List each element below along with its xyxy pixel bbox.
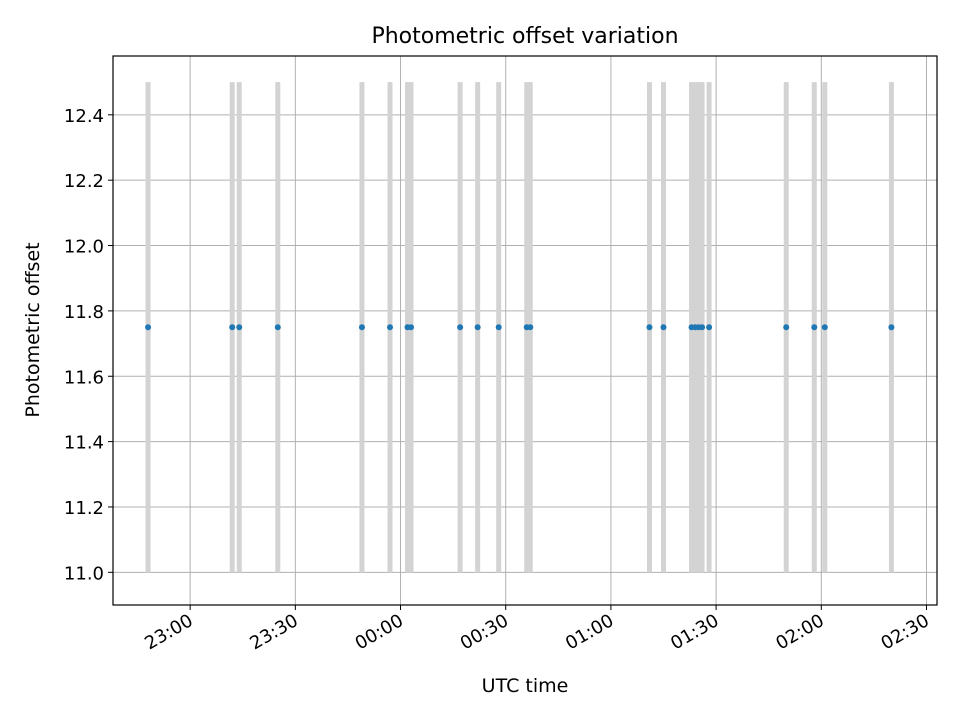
data-point bbox=[408, 324, 415, 331]
data-point bbox=[274, 324, 281, 331]
data-point bbox=[229, 324, 236, 331]
y-tick-label: 12.4 bbox=[64, 106, 104, 127]
y-tick-label: 12.2 bbox=[64, 171, 104, 192]
data-point bbox=[145, 324, 152, 331]
data-point bbox=[699, 324, 706, 331]
x-tick-label: 00:00 bbox=[352, 610, 407, 654]
data-point bbox=[358, 324, 365, 331]
error-bars bbox=[145, 82, 894, 573]
plot-frame bbox=[112, 55, 938, 606]
data-point bbox=[821, 324, 828, 331]
data-point bbox=[783, 324, 790, 331]
data-point bbox=[457, 324, 464, 331]
y-tick-label: 11.4 bbox=[64, 433, 104, 454]
y-tick-label: 11.2 bbox=[64, 498, 104, 519]
y-tick-label: 11.0 bbox=[64, 563, 104, 584]
y-tick-label: 11.6 bbox=[64, 367, 104, 388]
x-tick-label: 02:30 bbox=[878, 610, 933, 654]
x-tick-label: 01:30 bbox=[667, 610, 722, 654]
x-tick-label: 01:00 bbox=[562, 610, 617, 654]
x-axis-label: UTC time bbox=[482, 675, 569, 697]
data-points bbox=[145, 324, 895, 331]
y-axis-label: Photometric offset bbox=[22, 242, 44, 417]
x-tick-label: 00:30 bbox=[457, 610, 512, 654]
data-point bbox=[811, 324, 818, 331]
data-point bbox=[888, 324, 895, 331]
data-point bbox=[387, 324, 394, 331]
data-point bbox=[236, 324, 243, 331]
x-axis-ticks: 23:00 23:30 00:00 00:30 01:00 01:30 02:00 02:30 bbox=[141, 605, 933, 654]
data-point bbox=[474, 324, 481, 331]
data-point bbox=[646, 324, 653, 331]
data-point bbox=[495, 324, 502, 331]
data-point bbox=[660, 324, 667, 331]
y-tick-label: 12.0 bbox=[64, 237, 104, 258]
chart-title: Photometric offset variation bbox=[371, 24, 678, 49]
x-tick-label: 23:00 bbox=[141, 610, 196, 654]
y-axis-ticks: 11.0 11.2 11.4 11.6 11.8 12.0 12.2 12.4 bbox=[64, 106, 113, 584]
y-tick-label: 11.8 bbox=[64, 302, 104, 323]
data-point bbox=[527, 324, 534, 331]
x-tick-label: 02:00 bbox=[772, 610, 827, 654]
x-tick-label: 23:30 bbox=[246, 610, 301, 654]
data-point bbox=[706, 324, 713, 331]
